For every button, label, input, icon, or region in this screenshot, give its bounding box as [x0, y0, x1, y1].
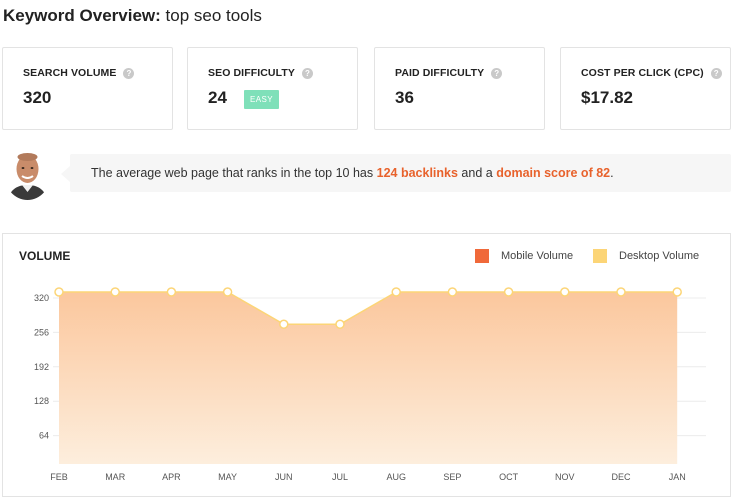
y-tick-label: 192 [34, 362, 49, 372]
x-tick-label: JUL [332, 472, 348, 482]
x-tick-label: NOV [555, 472, 575, 482]
keyword-text: top seo tools [165, 6, 262, 25]
data-point[interactable] [279, 319, 289, 329]
chart-title: VOLUME [19, 249, 71, 263]
y-tick-label: 64 [39, 431, 49, 441]
paid-difficulty-card: PAID DIFFICULTY? 36 [374, 47, 545, 130]
data-point[interactable] [166, 287, 177, 297]
legend-item-desktop[interactable]: Desktop Volume [593, 249, 699, 263]
data-point[interactable] [335, 319, 345, 329]
card-label: PAID DIFFICULTY [395, 67, 485, 79]
insight-middle: and a [461, 166, 493, 180]
y-tick-label: 256 [34, 327, 49, 337]
insight-prefix: The average web page that ranks in the t… [91, 166, 374, 180]
x-tick-label: OCT [499, 472, 519, 482]
card-label: COST PER CLICK (CPC) [581, 67, 704, 79]
x-tick-label: FEB [50, 472, 68, 482]
legend-item-mobile[interactable]: Mobile Volume [475, 249, 573, 263]
volume-area [59, 292, 678, 464]
card-value: $17.82 [581, 88, 633, 107]
y-tick-label: 320 [34, 293, 49, 303]
data-point[interactable] [672, 287, 682, 297]
data-point[interactable] [391, 287, 401, 297]
card-label: SEO DIFFICULTY [208, 67, 295, 79]
avatar [4, 147, 51, 200]
data-point[interactable] [560, 287, 570, 297]
x-tick-label: SEP [443, 472, 461, 482]
cpc-card: COST PER CLICK (CPC)? $17.82 [560, 47, 731, 130]
data-point[interactable] [110, 287, 120, 297]
help-icon[interactable]: ? [301, 67, 313, 79]
legend-label: Mobile Volume [501, 250, 574, 262]
desktop-swatch [593, 249, 607, 263]
backlinks-count: 124 backlinks [376, 166, 458, 180]
data-point[interactable] [54, 287, 64, 297]
card-label: SEARCH VOLUME [23, 67, 117, 79]
data-point[interactable] [222, 287, 233, 297]
x-tick-label: AUG [386, 472, 406, 482]
data-point[interactable] [503, 287, 514, 297]
card-value: 320 [23, 88, 52, 107]
difficulty-badge: EASY [244, 90, 279, 109]
page-title-prefix: Keyword Overview: [3, 6, 161, 25]
seo-difficulty-card: SEO DIFFICULTY? 24 EASY [187, 47, 358, 130]
y-tick-label: 128 [34, 396, 49, 406]
domain-score: domain score of 82 [496, 166, 611, 180]
help-icon[interactable]: ? [491, 67, 503, 79]
x-tick-label: MAR [105, 472, 126, 482]
x-tick-label: DEC [611, 472, 631, 482]
insight-bubble: The average web page that ranks in the t… [61, 154, 731, 192]
volume-chart: 320 256 192 128 64 FEB MAR APR MAY JUN JUL AUG SEP OC… [34, 287, 706, 482]
x-tick-label: JAN [669, 472, 686, 482]
help-icon[interactable]: ? [710, 67, 722, 79]
x-tick-label: MAY [218, 472, 237, 482]
legend-label: Desktop Volume [619, 250, 700, 262]
x-tick-label: JUN [275, 472, 293, 482]
insight-suffix: . [610, 166, 614, 180]
card-value: 36 [395, 88, 414, 107]
mobile-swatch [475, 249, 489, 263]
page-title: Keyword Overview: top seo tools [3, 6, 262, 26]
data-point[interactable] [447, 287, 458, 297]
search-volume-card: SEARCH VOLUME? 320 [2, 47, 173, 130]
desktop-volume-line [59, 291, 678, 325]
help-icon[interactable]: ? [123, 67, 135, 79]
data-point[interactable] [616, 287, 626, 297]
person-avatar-icon [4, 147, 51, 200]
x-tick-label: APR [162, 472, 181, 482]
card-value: 24 [208, 88, 227, 107]
volume-chart-card: VOLUME Mobile Volume Desktop Volume 320 2… [2, 233, 731, 497]
